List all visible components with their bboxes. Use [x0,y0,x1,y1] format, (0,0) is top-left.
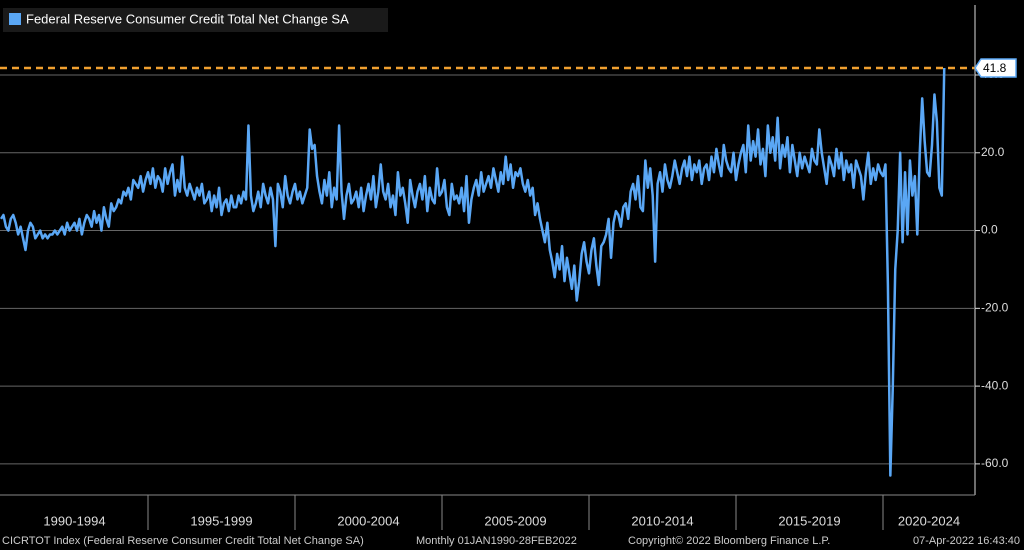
last-value-box [974,58,1017,78]
x-period-label: 2020-2024 [898,513,960,528]
x-period-label: 2015-2019 [778,513,840,528]
footer-range: Monthly 01JAN1990-28FEB2022 [416,535,577,547]
y-tick-label: -20.0 [981,301,1009,315]
footer-index: CICRTOT Index (Federal Reserve Consumer … [2,535,364,547]
y-tick-label: -40.0 [981,378,1009,392]
x-period-label: 2005-2009 [484,513,546,528]
series-line [0,67,946,477]
footer-timestamp: 07-Apr-2022 16:43:40 [913,535,1020,547]
legend-box [3,8,388,32]
x-period-label: 1990-1994 [43,513,105,528]
legend-label: Federal Reserve Consumer Credit Total Ne… [26,11,349,26]
y-tick-label: 0.0 [981,223,998,237]
footer-copyright: Copyright© 2022 Bloomberg Finance L.P. [628,535,830,547]
x-period-label: 2010-2014 [631,513,693,528]
last-value-label: 41.8 [983,61,1007,75]
legend-swatch [9,13,21,25]
y-tick-label: -60.0 [981,456,1009,470]
x-period-label: 2000-2004 [337,513,399,528]
y-tick-label: 20.0 [981,145,1005,159]
x-period-label: 1995-1999 [190,513,252,528]
